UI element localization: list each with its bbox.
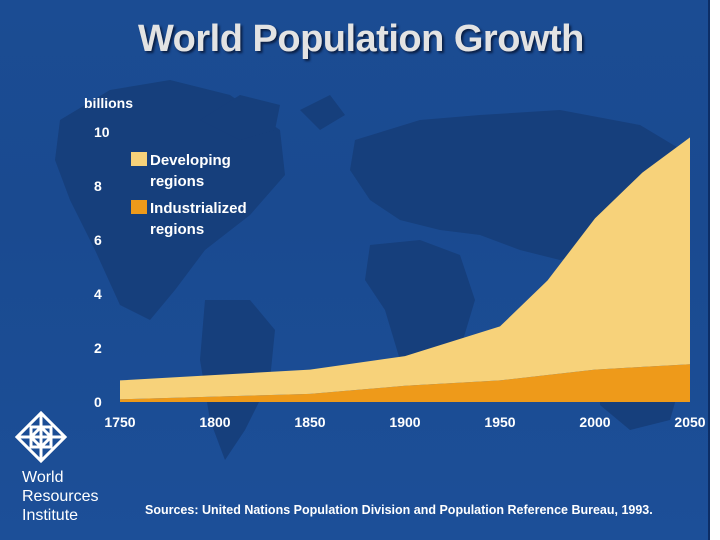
wri-logo bbox=[14, 410, 68, 464]
sources-note: Sources: United Nations Population Divis… bbox=[145, 503, 653, 517]
legend-swatch bbox=[131, 200, 147, 214]
chart-title: World Population Growth bbox=[138, 18, 584, 60]
y-tick-label: 8 bbox=[94, 178, 102, 194]
y-axis-label: billions bbox=[84, 95, 133, 111]
legend-label: regions bbox=[150, 173, 204, 190]
organization-line: Resources bbox=[22, 488, 99, 505]
x-tick-label: 1750 bbox=[104, 414, 135, 430]
area-series-developing bbox=[120, 137, 690, 400]
y-tick-label: 2 bbox=[94, 340, 102, 356]
x-tick-label: 1800 bbox=[199, 414, 230, 430]
y-tick-label: 10 bbox=[94, 124, 110, 140]
x-tick-label: 1900 bbox=[389, 414, 420, 430]
x-tick-label: 1850 bbox=[294, 414, 325, 430]
legend-swatch bbox=[131, 152, 147, 166]
x-tick-label: 2050 bbox=[674, 414, 705, 430]
organization-name: World Resources Institute bbox=[22, 468, 98, 525]
organization-line: World bbox=[22, 469, 64, 486]
x-tick-label: 2000 bbox=[579, 414, 610, 430]
y-tick-label: 0 bbox=[94, 394, 102, 410]
area-series-industrialized bbox=[120, 364, 690, 402]
y-tick-label: 6 bbox=[94, 232, 102, 248]
legend-label: Industrialized bbox=[150, 200, 247, 217]
organization-line: Institute bbox=[22, 507, 79, 524]
x-tick-label: 1950 bbox=[484, 414, 515, 430]
legend-label: regions bbox=[150, 221, 204, 238]
legend-label: Developing bbox=[150, 152, 231, 169]
y-tick-label: 4 bbox=[94, 286, 102, 302]
slide-right-edge bbox=[708, 0, 720, 540]
